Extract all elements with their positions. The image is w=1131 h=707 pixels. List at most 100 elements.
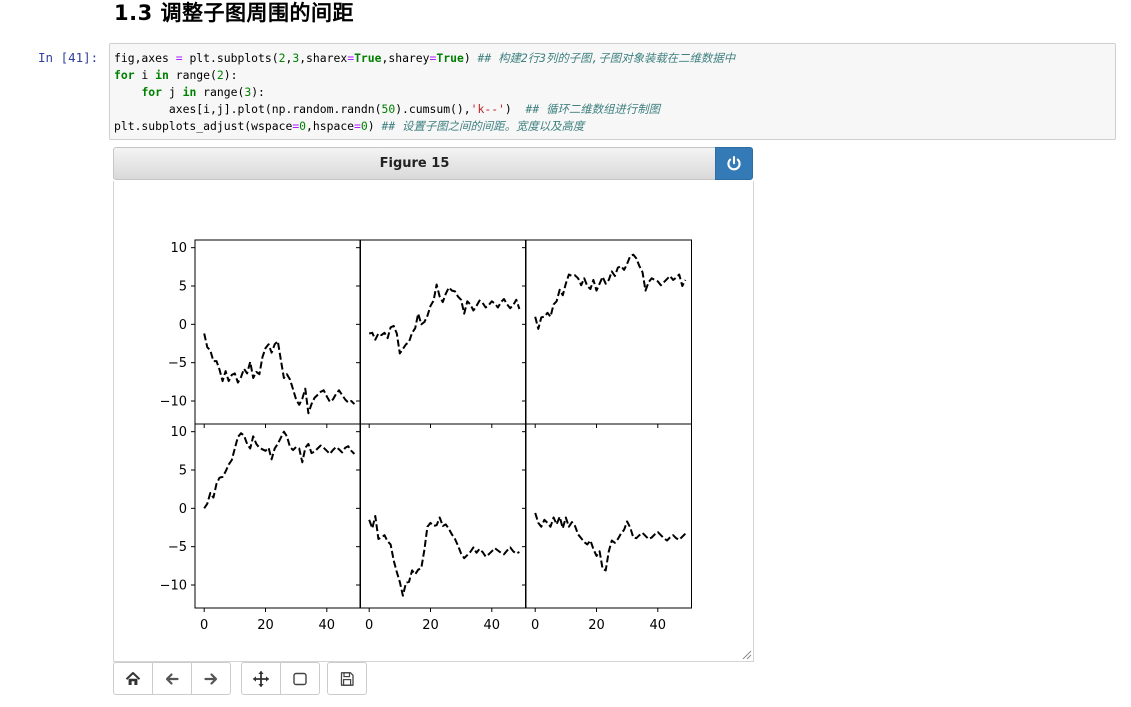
code-token: for xyxy=(114,68,135,82)
y-tick-label: −5 xyxy=(168,540,187,555)
code-token: ).cumsum(), xyxy=(395,102,471,116)
axes-frame xyxy=(194,423,361,609)
save-group xyxy=(327,662,367,695)
home-button[interactable] xyxy=(113,662,153,695)
y-tick-label: −5 xyxy=(168,356,187,371)
code-token: 0 xyxy=(360,119,368,133)
back-button[interactable] xyxy=(152,662,192,695)
y-tick-label: 0 xyxy=(179,502,187,517)
zoom-rect-icon xyxy=(293,672,307,685)
code-token: 'k--' xyxy=(470,102,505,116)
power-icon xyxy=(727,155,741,171)
pan-button[interactable] xyxy=(241,662,281,695)
code-token: = xyxy=(292,119,300,133)
code-token: ): xyxy=(223,68,238,82)
code-token: = xyxy=(347,51,355,65)
code-token: = xyxy=(354,119,361,133)
code-token: axes[i,j].plot(np.random.randn( xyxy=(168,102,382,116)
x-tick-label: 40 xyxy=(484,618,501,633)
x-tick-label: 20 xyxy=(422,618,439,633)
y-tick-label: 10 xyxy=(170,241,187,256)
y-tick-label: −10 xyxy=(160,395,187,410)
code-comment: ## 设置子图之间的间距。宽度以及高度 xyxy=(381,119,585,133)
y-tick-label: 5 xyxy=(179,280,187,295)
code-token: 2 xyxy=(216,68,224,82)
code-token: in xyxy=(155,68,169,82)
code-token: , xyxy=(285,51,293,65)
code-line-4: axes[i,j].plot(np.random.randn(50).cumsu… xyxy=(114,102,660,116)
code-token: 0 xyxy=(299,119,307,133)
code-token: j xyxy=(162,85,183,99)
code-indent xyxy=(114,102,169,116)
code-token: plt.subplots_adjust(wspace xyxy=(114,119,293,133)
code-token: = xyxy=(175,51,183,65)
y-tick-label: 10 xyxy=(170,425,187,440)
code-comment: ## 循环二维数组进行制图 xyxy=(525,102,660,116)
code-token: ) xyxy=(463,51,478,65)
code-token: True xyxy=(354,51,382,65)
code-indent xyxy=(114,85,141,99)
y-tick-label: 5 xyxy=(179,464,187,479)
code-cell[interactable]: fig,axes = plt.subplots(2,3,sharex=True,… xyxy=(109,43,1116,140)
series-line-6 xyxy=(534,512,687,572)
axes-frame xyxy=(359,423,526,609)
series-line-1 xyxy=(203,333,356,415)
x-tick-label: 0 xyxy=(365,618,373,633)
code-line-3: for j in range(3): xyxy=(114,85,265,99)
code-token: range( xyxy=(196,85,245,99)
code-token: fig,axes xyxy=(114,51,176,65)
figure-header: Figure 15 xyxy=(113,147,753,180)
series-line-5 xyxy=(368,515,520,597)
save-button[interactable] xyxy=(327,662,367,695)
x-tick-label: 20 xyxy=(257,618,274,633)
zoom-rect-button[interactable] xyxy=(280,662,320,695)
x-tick-label: 0 xyxy=(531,618,539,633)
series-line-2 xyxy=(368,283,521,355)
code-token: ,hspace xyxy=(306,119,355,133)
code-editor[interactable]: fig,axes = plt.subplots(2,3,sharex=True,… xyxy=(114,50,735,135)
figure-title: Figure 15 xyxy=(379,156,450,171)
axes-frame xyxy=(525,423,692,609)
x-tick-label: 20 xyxy=(588,618,605,633)
code-line-5: plt.subplots_adjust(wspace=0,hspace=0) #… xyxy=(114,119,584,133)
pan-zoom-group xyxy=(241,662,320,695)
code-comment: ## 构建2行3列的子图,子图对象装载在二维数据中 xyxy=(477,51,736,65)
forward-arrow-icon xyxy=(204,672,218,685)
code-token: in xyxy=(182,85,197,99)
y-tick-label: 0 xyxy=(179,318,187,333)
y-tick-label: −10 xyxy=(160,579,187,594)
series-line-3 xyxy=(534,253,687,330)
back-arrow-icon xyxy=(165,672,179,685)
figure-canvas[interactable]: 10 5 0 −5 −10 10 5 0 −5 −10 0 20 40 0 20 40 0 20 40 xyxy=(113,181,754,662)
code-token: plt.subplots( xyxy=(182,51,279,65)
forward-button[interactable] xyxy=(191,662,231,695)
series-line-4 xyxy=(203,430,356,509)
code-token: ) xyxy=(367,119,382,133)
code-token: 3 xyxy=(244,85,252,99)
code-token: 3 xyxy=(292,51,300,65)
code-token: ,sharex xyxy=(299,51,348,65)
x-tick-label: 0 xyxy=(200,618,208,633)
x-tick-label: 40 xyxy=(319,618,336,633)
code-token: range( xyxy=(168,68,217,82)
code-token: ,sharey xyxy=(381,51,430,65)
code-token: ) xyxy=(504,102,526,116)
resize-handle-icon[interactable] xyxy=(742,650,752,660)
cell-prompt: In [41]: xyxy=(38,50,99,65)
save-icon xyxy=(340,671,354,686)
home-icon xyxy=(125,671,141,685)
axes-frame xyxy=(525,239,692,425)
code-token: for xyxy=(141,85,163,99)
code-token: 50 xyxy=(381,102,396,116)
code-token: i xyxy=(134,68,156,82)
section-title: 1.3 调整子图周围的间距 xyxy=(114,1,355,25)
pan-move-icon xyxy=(252,670,270,687)
x-tick-label: 40 xyxy=(650,618,667,633)
code-token: = xyxy=(429,51,437,65)
code-line-2: for i in range(2): xyxy=(114,68,237,82)
code-token: ): xyxy=(251,85,265,99)
code-token: 2 xyxy=(278,51,286,65)
subplots-chart: 10 5 0 −5 −10 10 5 0 −5 −10 0 20 40 0 20 40 0 20 40 xyxy=(160,239,692,633)
close-figure-button[interactable] xyxy=(715,147,753,180)
code-line-1: fig,axes = plt.subplots(2,3,sharex=True,… xyxy=(114,51,735,65)
